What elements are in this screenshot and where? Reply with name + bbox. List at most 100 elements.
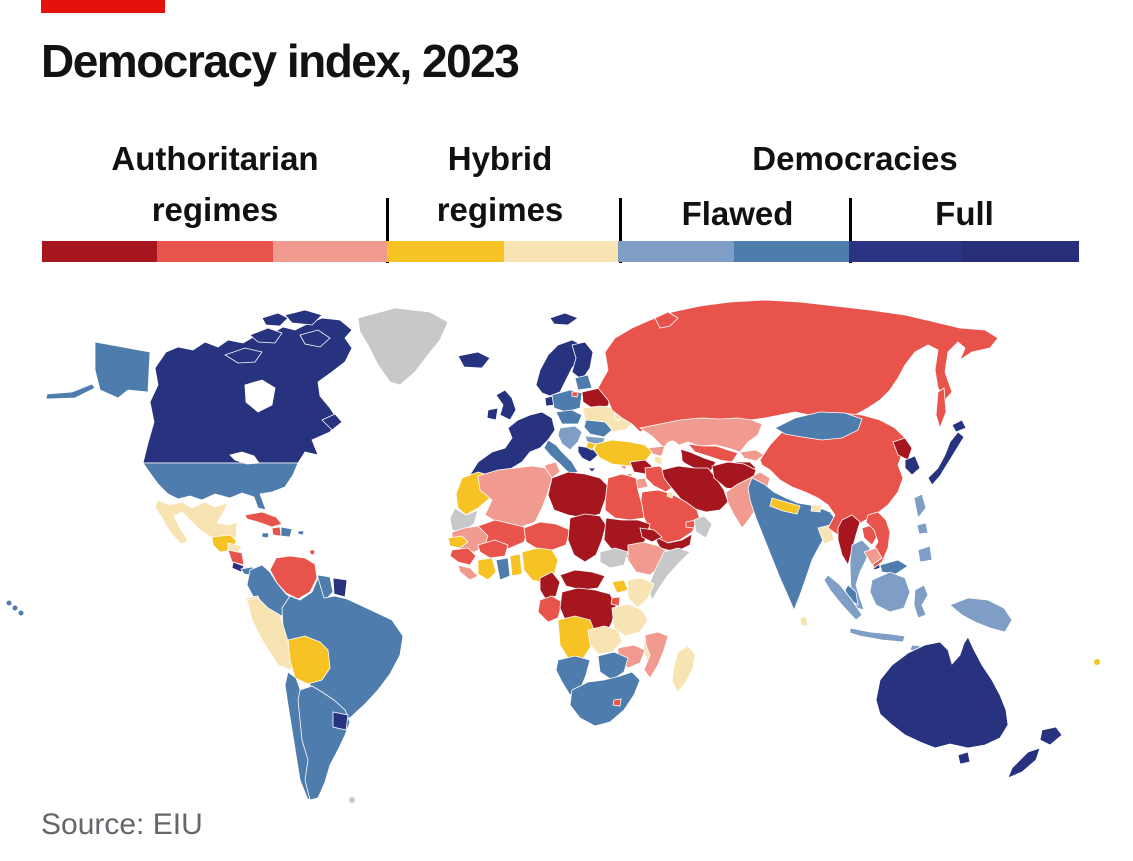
region-lesotho[interactable] [612,698,622,707]
region-mongolia[interactable] [774,411,863,441]
region-south-sudan[interactable] [599,547,629,569]
region-north-korea[interactable] [892,437,913,461]
region-aleutians[interactable] [45,383,96,400]
region-ireland[interactable] [486,407,499,421]
region-alaska[interactable] [94,341,151,399]
region-bhutan[interactable] [810,504,823,513]
region-myanmar[interactable] [837,514,861,567]
region-burkina-faso[interactable] [477,539,509,559]
region-ghana[interactable] [495,557,511,581]
region-fiji[interactable] [1094,659,1100,665]
region-dominican-republic[interactable] [280,526,293,538]
region-hawaii-2[interactable] [12,605,18,611]
region-eritrea[interactable] [639,527,663,543]
region-newfoundland[interactable] [321,413,343,431]
region-iceland[interactable] [457,351,491,369]
region-uae[interactable] [685,519,697,529]
region-turkey-thrace[interactable] [585,441,597,451]
region-trinidad[interactable] [309,549,316,556]
region-usa[interactable] [142,462,299,511]
region-cuba[interactable] [244,511,283,528]
region-congo-gabon[interactable] [537,595,563,623]
region-indonesia-java[interactable] [849,627,906,643]
region-indonesia-sulawesi[interactable] [913,584,929,619]
region-australia[interactable] [875,636,1009,749]
region-madagascar[interactable] [671,645,696,693]
region-canada-arctic-2[interactable] [249,327,283,344]
region-nepal[interactable] [769,497,801,515]
region-kyrgyzstan[interactable] [739,449,765,462]
region-finland[interactable] [571,341,594,381]
region-algeria[interactable] [477,465,553,529]
region-niger[interactable] [523,521,571,551]
region-crete[interactable] [587,467,597,473]
region-uk[interactable] [495,389,517,421]
region-japan-hokkaido[interactable] [951,419,967,433]
region-nicaragua[interactable] [227,549,245,566]
region-falklands[interactable] [349,797,355,803]
region-chad[interactable] [567,513,607,563]
region-guinea[interactable] [449,547,477,566]
region-japan[interactable] [927,431,965,486]
region-zambia[interactable] [587,625,623,655]
region-angola[interactable] [557,615,596,661]
region-somalia[interactable] [647,547,691,601]
region-togo-benin[interactable] [509,553,523,577]
region-svalbard[interactable] [549,312,579,326]
region-philippines-luzon[interactable] [913,493,927,519]
region-kaliningrad[interactable] [571,391,579,398]
region-uganda[interactable] [611,579,629,594]
region-kuwait[interactable] [666,491,675,499]
region-new-zealand-north[interactable] [1039,726,1063,746]
region-tasmania[interactable] [957,751,971,765]
region-iran[interactable] [661,465,729,513]
region-hawaii-3[interactable] [18,610,24,616]
region-rwanda-burundi[interactable] [610,596,621,607]
region-senegal[interactable] [447,535,469,549]
region-cameroon[interactable] [539,571,561,601]
scale-segment-auth_low [42,241,157,262]
region-czech-hungary[interactable] [555,409,583,425]
region-hawaii-1[interactable] [6,600,12,606]
region-uruguay[interactable] [332,711,349,731]
region-philippines-visayas[interactable] [916,522,929,535]
region-botswana[interactable] [597,651,629,681]
region-new-guinea[interactable] [949,597,1013,633]
region-cambodia[interactable] [863,547,883,566]
region-malaysia-borneo[interactable] [879,559,909,575]
region-puerto-rico[interactable] [297,530,305,536]
region-uzbekistan[interactable] [686,443,739,463]
region-indonesia-borneo[interactable] [869,571,911,613]
region-baltics[interactable] [574,374,593,391]
region-philippines-mindanao[interactable] [917,545,933,563]
region-egypt[interactable] [604,473,645,521]
region-south-africa[interactable] [569,671,641,727]
region-jamaica[interactable] [261,532,270,539]
region-romania[interactable] [583,419,613,438]
region-bolivia[interactable] [287,635,331,685]
scale-segment-auth_high [273,241,387,262]
region-suriname-fr-guiana[interactable] [332,577,348,598]
region-kenya[interactable] [627,577,655,609]
region-armenia[interactable] [653,455,664,466]
region-greenland[interactable] [357,307,449,386]
region-sakhalin[interactable] [935,387,947,430]
region-canada-arctic-4[interactable] [299,329,331,348]
region-balkans[interactable] [557,425,583,451]
region-new-zealand-south[interactable] [1007,747,1041,779]
region-haiti[interactable] [271,526,282,537]
region-indonesia-sumatra[interactable] [823,574,863,621]
region-canada-arctic-5[interactable] [261,312,289,327]
region-ivory-coast[interactable] [477,557,497,581]
region-sri-lanka[interactable] [799,615,809,627]
region-canada-arctic-3[interactable] [284,309,323,326]
region-oman[interactable] [693,515,713,539]
region-sierra-leone-liberia[interactable] [457,564,479,581]
region-canada-arctic-1[interactable] [224,347,263,364]
region-mozambique[interactable] [643,631,669,679]
region-central-african-republic[interactable] [559,569,606,591]
region-novaya-zemlya[interactable] [654,311,679,329]
region-south-korea[interactable] [904,455,921,476]
region-libya[interactable] [547,471,609,519]
region-iraq[interactable] [644,465,675,493]
